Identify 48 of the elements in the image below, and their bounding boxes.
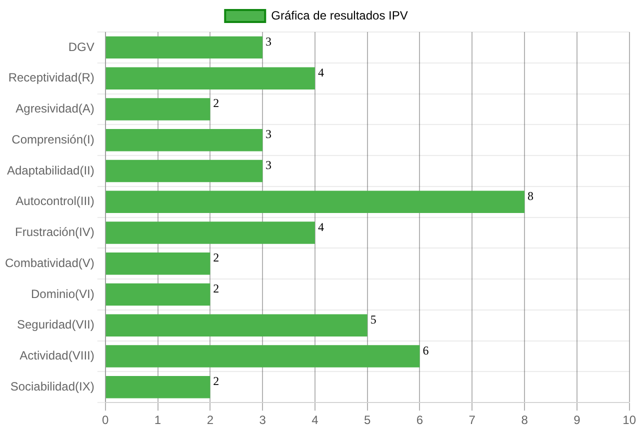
y-tick-label: Seguridad(VII) <box>16 318 94 332</box>
x-tick-label: 7 <box>468 413 476 428</box>
bar <box>106 222 315 244</box>
data-label: 3 <box>266 158 272 172</box>
data-label: 5 <box>370 312 376 326</box>
bar <box>106 67 315 90</box>
x-tick-label: 0 <box>102 413 110 428</box>
y-tick-label: Agresividad(A) <box>16 102 94 116</box>
bar <box>106 283 210 306</box>
data-label: 4 <box>318 220 324 234</box>
bar <box>106 36 263 59</box>
bar <box>106 98 210 120</box>
x-tick-label: 5 <box>364 413 372 428</box>
x-tick-label: 1 <box>154 413 162 428</box>
y-tick-label: Receptividad(R) <box>8 70 94 85</box>
data-label: 2 <box>213 96 220 110</box>
y-tick-label: Actividad(VIII) <box>20 348 94 363</box>
x-tick-label: 2 <box>206 413 214 428</box>
x-tick-label: 6 <box>416 413 424 428</box>
data-label: 4 <box>318 65 324 80</box>
x-tick-label: 10 <box>622 413 636 428</box>
y-tick-label: Comprensión(I) <box>12 132 94 146</box>
x-tick-label: 4 <box>312 413 319 428</box>
y-tick-label: Combatividad(V) <box>4 256 94 270</box>
data-label: 2 <box>213 374 220 388</box>
bar <box>106 345 420 368</box>
data-label: 2 <box>213 282 220 296</box>
y-tick-label: DGV <box>68 40 94 54</box>
y-tick-label: Frustración(IV) <box>15 225 94 240</box>
legend-label: Gráfica de resultados IPV <box>271 8 408 22</box>
data-label: 8 <box>528 188 534 203</box>
y-tick-label: Sociabilidad(IX) <box>10 379 94 394</box>
bar <box>106 376 210 398</box>
x-tick-label: 9 <box>574 413 581 428</box>
x-tick-label: 8 <box>521 413 528 428</box>
data-label: 3 <box>266 127 272 142</box>
y-tick-label: Autocontrol(III) <box>16 194 94 208</box>
bar <box>106 160 263 182</box>
y-tick-label: Adaptabilidad(II) <box>6 163 94 178</box>
data-label: 6 <box>422 343 429 358</box>
bar <box>106 314 368 337</box>
data-label: 2 <box>213 250 220 265</box>
bar <box>106 128 263 152</box>
data-label: 3 <box>266 34 272 48</box>
y-tick-label: Dominio(VI) <box>31 286 94 301</box>
bar <box>106 252 210 275</box>
bar <box>106 190 525 213</box>
x-tick-label: 3 <box>259 413 266 428</box>
